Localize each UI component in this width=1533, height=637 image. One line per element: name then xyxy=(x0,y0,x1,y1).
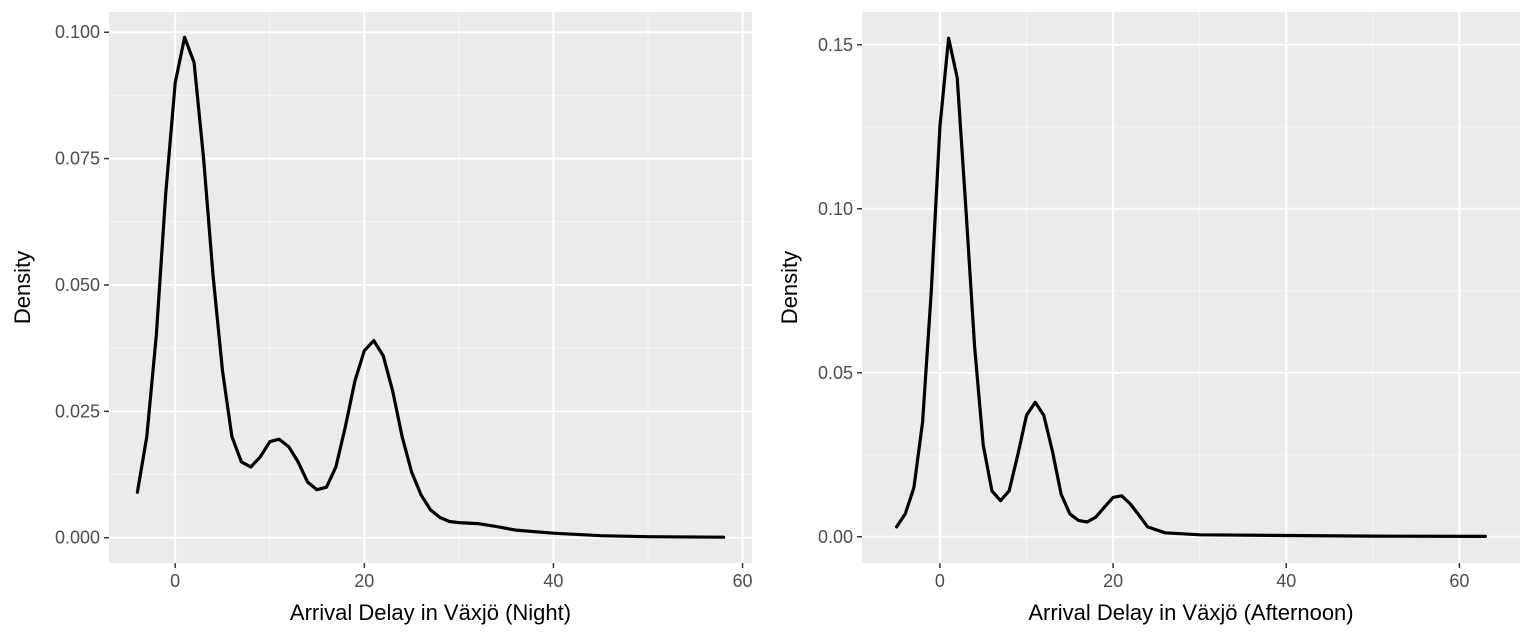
plot-panel-afternoon xyxy=(862,12,1520,563)
y-tick-label: 0.025 xyxy=(55,401,100,421)
x-axis-ticks-night: 0 20 40 60 xyxy=(170,563,753,591)
x-axis-title-night: Arrival Delay in Växjö (Night) xyxy=(290,600,571,625)
plot-panel-night xyxy=(109,12,752,563)
y-axis-title-afternoon: Density xyxy=(777,251,802,324)
y-tick-label: 0.15 xyxy=(818,35,853,55)
chart-night: 0 20 40 60 0.000 0.025 0.050 0.075 0.100 Arriva… xyxy=(10,12,753,625)
grid-night xyxy=(109,12,752,563)
y-axis-ticks-night: 0.000 0.025 0.050 0.075 0.100 xyxy=(55,22,109,548)
y-tick-label: 0.00 xyxy=(818,527,853,547)
x-tick-label: 40 xyxy=(543,571,563,591)
y-tick-label: 0.10 xyxy=(818,199,853,219)
x-tick-label: 60 xyxy=(733,571,753,591)
chart-afternoon: 0 20 40 60 0.00 0.05 0.10 0.15 Arrival Delay i… xyxy=(777,12,1520,625)
y-axis-ticks-afternoon: 0.00 0.05 0.10 0.15 xyxy=(818,35,862,547)
series-afternoon xyxy=(895,36,1487,538)
y-tick-label: 0.100 xyxy=(55,22,100,42)
x-tick-label: 0 xyxy=(935,571,945,591)
x-axis-title-afternoon: Arrival Delay in Växjö (Afternoon) xyxy=(1028,600,1353,625)
y-tick-label: 0.050 xyxy=(55,275,100,295)
y-tick-label: 0.000 xyxy=(55,528,100,548)
x-tick-label: 20 xyxy=(354,571,374,591)
series-night xyxy=(135,35,726,539)
y-tick-label: 0.075 xyxy=(55,149,100,169)
x-tick-label: 0 xyxy=(170,571,180,591)
x-axis-ticks-afternoon: 0 20 40 60 xyxy=(935,563,1469,591)
x-tick-label: 60 xyxy=(1449,571,1469,591)
y-tick-label: 0.05 xyxy=(818,363,853,383)
y-axis-title-night: Density xyxy=(10,251,35,324)
density-line-afternoon xyxy=(895,36,1487,538)
density-line-night xyxy=(135,35,726,539)
x-tick-label: 20 xyxy=(1103,571,1123,591)
x-tick-label: 40 xyxy=(1276,571,1296,591)
